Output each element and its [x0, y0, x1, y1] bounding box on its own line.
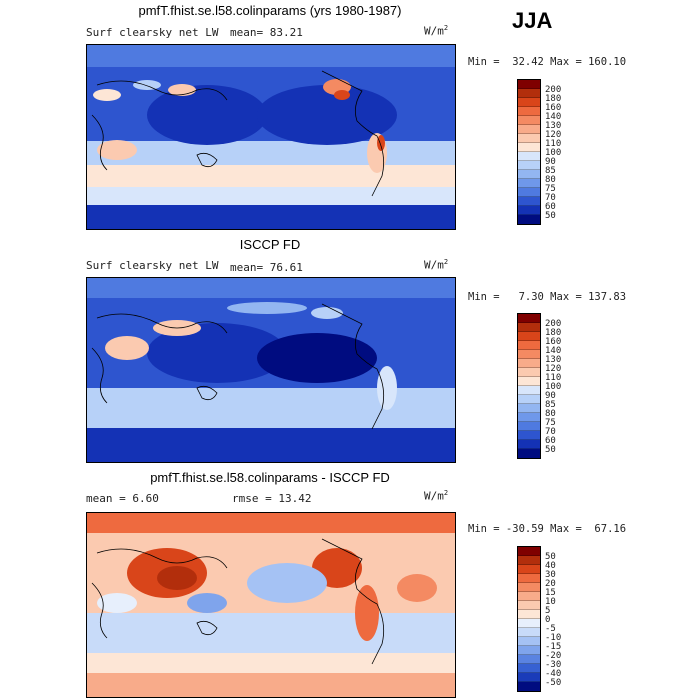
panel-3-map — [86, 512, 456, 698]
colorbar-tick: 160 — [545, 103, 562, 113]
colorbar-tick: 0 — [545, 615, 551, 625]
season-label: JJA — [512, 8, 553, 33]
panel-1-map — [86, 44, 456, 230]
colorbar-tick: 60 — [545, 436, 556, 446]
colorbar-tick: 90 — [545, 391, 556, 401]
colorbar-tick: 50 — [545, 211, 556, 221]
colorbar-tick: 80 — [545, 175, 556, 185]
colorbar-tick: 60 — [545, 202, 556, 212]
colorbar-tick: -15 — [545, 642, 562, 652]
colorbar-tick: 110 — [545, 139, 562, 149]
colorbar-tick: 200 — [545, 85, 562, 95]
panel-1-minmax: Min = 32.42 Max = 160.10 — [468, 56, 627, 68]
panel-2-mean-label: mean= 76.61 — [230, 261, 303, 274]
colorbar-tick: 200 — [545, 319, 562, 329]
colorbar-tick: 160 — [545, 337, 562, 347]
colorbar-tick: 75 — [545, 184, 556, 194]
panel-2-variable-label: Surf clearsky net LW — [86, 259, 219, 272]
colorbar-tick: 180 — [545, 94, 562, 104]
colorbar-tick: 50 — [545, 445, 556, 455]
panel-2-title: ISCCP FD — [239, 237, 301, 252]
colorbar-tick: 120 — [545, 364, 562, 374]
colorbar-tick: 110 — [545, 373, 562, 383]
colorbar-tick: -20 — [545, 651, 562, 661]
colorbar-tick: 70 — [545, 193, 556, 203]
panel-3-title: pmfT.fhist.se.l58.colinparams - ISCCP FD — [150, 470, 390, 485]
panel-3-minmax: Min = -30.59 Max = 67.16 — [468, 523, 627, 535]
colorbar-tick: -50 — [545, 678, 562, 688]
panel-3-units: W/m2 — [424, 489, 449, 503]
colorbar-tick: 85 — [545, 166, 556, 176]
colorbar-tick: -30 — [545, 660, 562, 670]
colorbar-tick: 120 — [545, 130, 562, 140]
colorbar-tick: 40 — [545, 561, 556, 571]
panel-3-colorbar — [517, 546, 541, 692]
colorbar-tick: 30 — [545, 570, 556, 580]
colorbar-tick: 85 — [545, 400, 556, 410]
colorbar-tick: -10 — [545, 633, 562, 643]
colorbar-tick: 50 — [545, 552, 556, 562]
panel-3-rmse-label: rmse = 13.42 — [232, 492, 312, 505]
panel-2-map — [86, 277, 456, 463]
colorbar-tick: 130 — [545, 121, 562, 131]
colorbar-tick: 140 — [545, 112, 562, 122]
colorbar-tick: 140 — [545, 346, 562, 356]
colorbar-tick: 15 — [545, 588, 556, 598]
colorbar-tick: 75 — [545, 418, 556, 428]
colorbar-tick: -5 — [545, 624, 556, 634]
colorbar-tick: 180 — [545, 328, 562, 338]
colorbar-tick: 70 — [545, 427, 556, 437]
colorbar-tick: 10 — [545, 597, 556, 607]
colorbar-tick: 100 — [545, 382, 562, 392]
colorbar-tick: 130 — [545, 355, 562, 365]
colorbar-tick: 5 — [545, 606, 551, 616]
panel-1-title: pmfT.fhist.se.l58.colinparams (yrs 1980-… — [138, 3, 402, 18]
colorbar-tick: 90 — [545, 157, 556, 167]
colorbar-tick: 80 — [545, 409, 556, 419]
panel-1-variable-label: Surf clearsky net LW — [86, 26, 219, 39]
panel-3-mean-label: mean = 6.60 — [86, 492, 159, 505]
panel-2-units: W/m2 — [424, 258, 449, 272]
panel-2-minmax: Min = 7.30 Max = 137.83 — [468, 291, 627, 303]
colorbar-tick: 100 — [545, 148, 562, 158]
colorbar-tick: 20 — [545, 579, 556, 589]
panel-1-colorbar — [517, 79, 541, 225]
panel-2-colorbar — [517, 313, 541, 459]
panel-1-units: W/m2 — [424, 24, 449, 38]
panel-1-mean-label: mean= 83.21 — [230, 26, 303, 39]
colorbar-tick: -40 — [545, 669, 562, 679]
